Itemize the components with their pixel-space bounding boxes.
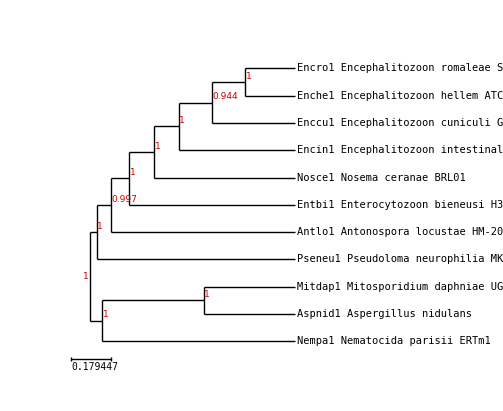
Text: Encro1 Encephalitozoon romaleae SJ-2008: Encro1 Encephalitozoon romaleae SJ-2008 — [297, 63, 503, 74]
Text: Mitdap1 Mitosporidium daphniae UGP3: Mitdap1 Mitosporidium daphniae UGP3 — [297, 282, 503, 292]
Text: 1: 1 — [246, 72, 252, 81]
Text: Nosce1 Nosema ceranae BRL01: Nosce1 Nosema ceranae BRL01 — [297, 173, 466, 182]
Text: Pseneu1 Pseudoloma neurophilia MK1: Pseneu1 Pseudoloma neurophilia MK1 — [297, 254, 503, 264]
Text: Aspnid1 Aspergillus nidulans: Aspnid1 Aspergillus nidulans — [297, 309, 472, 319]
Text: Antlo1 Antonospora locustae HM-2013: Antlo1 Antonospora locustae HM-2013 — [297, 227, 503, 237]
Text: 1: 1 — [180, 116, 185, 125]
Text: Entbi1 Enterocytozoon bieneusi H348: Entbi1 Enterocytozoon bieneusi H348 — [297, 200, 503, 210]
Text: 0.944: 0.944 — [213, 92, 238, 101]
Text: 0.179447: 0.179447 — [71, 362, 118, 372]
Text: 1: 1 — [204, 290, 210, 299]
Text: Enche1 Encephalitozoon hellem ATCC 50504: Enche1 Encephalitozoon hellem ATCC 50504 — [297, 91, 503, 101]
Text: 1: 1 — [97, 222, 103, 231]
Text: 1: 1 — [154, 141, 160, 150]
Text: 1: 1 — [130, 168, 135, 177]
Text: Encin1 Encephalitozoon intestinalis ATCC 50506: Encin1 Encephalitozoon intestinalis ATCC… — [297, 145, 503, 155]
Text: 0.997: 0.997 — [111, 195, 137, 204]
Text: 1: 1 — [83, 272, 89, 281]
Text: 1: 1 — [103, 310, 109, 319]
Text: Nempa1 Nematocida parisii ERTm1: Nempa1 Nematocida parisii ERTm1 — [297, 336, 491, 346]
Text: Enccu1 Encephalitozoon cuniculi GB-M1: Enccu1 Encephalitozoon cuniculi GB-M1 — [297, 118, 503, 128]
